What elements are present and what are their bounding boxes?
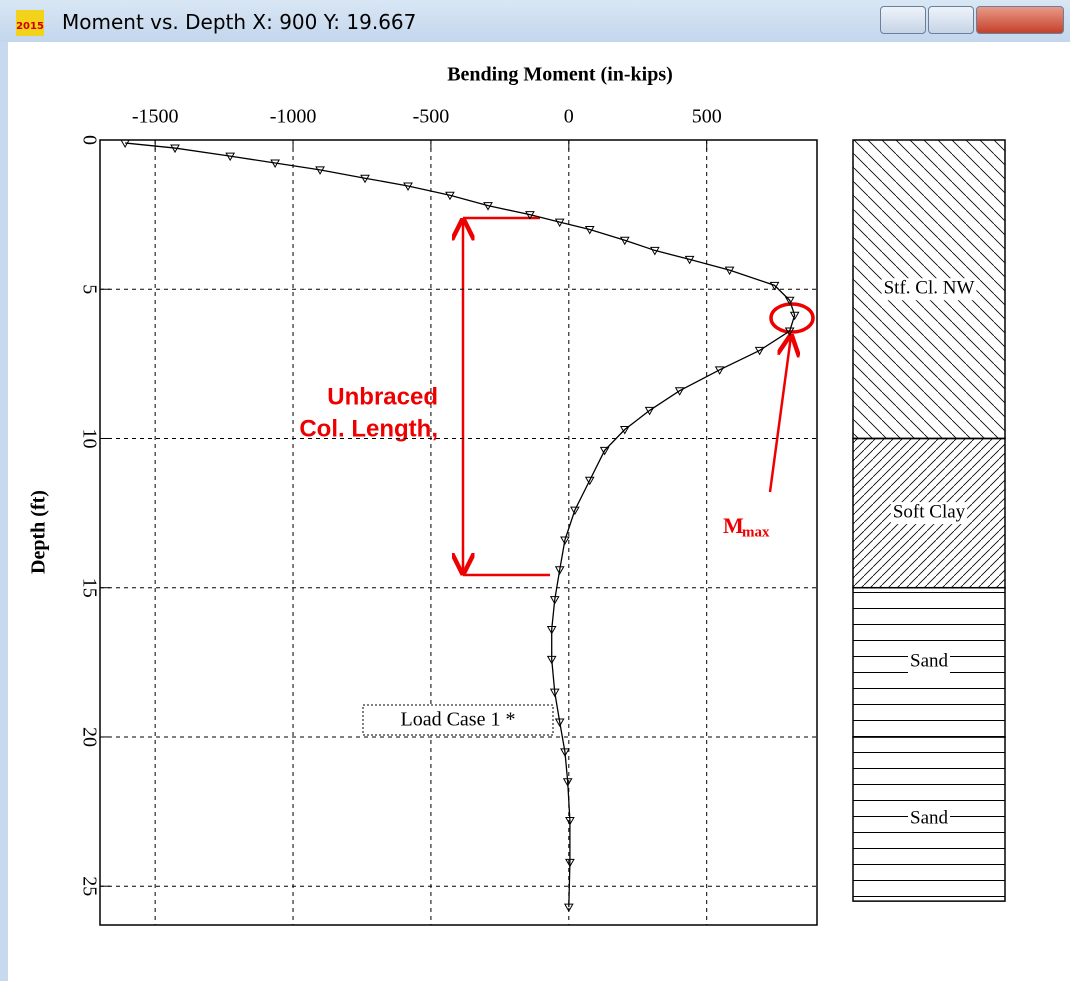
y-tick-label: 5 (78, 284, 100, 294)
close-button[interactable] (976, 6, 1064, 34)
data-marker (784, 296, 795, 306)
data-marker (560, 536, 570, 545)
data-marker (445, 191, 455, 201)
x-axis-title: Bending Moment (in-kips) (447, 64, 673, 86)
data-marker (549, 688, 560, 698)
annotation-subscript: max (742, 524, 770, 540)
soil-label-bg (890, 502, 968, 525)
y-tick-label: 0 (78, 135, 100, 145)
data-marker (619, 426, 630, 435)
data-marker (714, 366, 725, 375)
data-marker (554, 218, 565, 228)
data-marker (403, 182, 413, 191)
y-tick-label: 15 (78, 578, 100, 598)
data-marker (565, 817, 575, 826)
data-marker (563, 903, 574, 913)
data-marker (619, 236, 630, 246)
data-marker (584, 476, 595, 486)
soil-label: Sand (910, 807, 949, 828)
data-marker (560, 748, 570, 757)
y-tick-label: 20 (78, 727, 100, 747)
data-marker (120, 139, 130, 148)
data-marker (769, 281, 780, 291)
annotation-text: Col. Length, (299, 415, 438, 442)
data-marker (784, 327, 795, 337)
data-marker (789, 311, 800, 321)
annotation-text: M (723, 513, 744, 538)
y-tick-label: 25 (78, 876, 100, 896)
soil-label-bg (908, 651, 950, 674)
data-marker (649, 246, 660, 256)
soil-label: Soft Clay (893, 501, 966, 522)
x-tick-label: 0 (564, 106, 574, 128)
data-marker (270, 159, 280, 168)
maximize-button[interactable] (928, 6, 974, 34)
data-marker (724, 266, 735, 276)
x-tick-label: -500 (413, 106, 450, 128)
window-title: Moment vs. Depth X: 900 Y: 19.667 (62, 10, 417, 34)
data-marker (570, 506, 580, 516)
annotation-text: Unbraced (327, 383, 438, 410)
data-marker (549, 596, 560, 605)
soil-label-bg (881, 278, 977, 301)
data-marker (599, 446, 610, 456)
title-bar: 2015 Moment vs. Depth X: 900 Y: 19.667 (0, 0, 1070, 42)
data-marker (554, 566, 565, 575)
moment-curve (125, 142, 796, 908)
soil-label: Stf. Cl. NW (884, 278, 975, 299)
minimize-button[interactable] (880, 6, 926, 34)
data-marker (360, 174, 370, 184)
data-marker (584, 226, 595, 235)
x-tick-label: -1500 (132, 106, 179, 128)
data-marker (170, 144, 180, 154)
data-marker (644, 406, 655, 416)
soil-label-bg (908, 808, 950, 831)
data-marker (684, 255, 695, 265)
annotation-arrow (768, 336, 791, 493)
data-marker (546, 626, 557, 635)
x-tick-label: 500 (692, 106, 722, 128)
data-marker (554, 718, 565, 728)
legend-box (362, 704, 554, 736)
soil-label: Sand (910, 651, 949, 672)
data-marker (546, 655, 557, 665)
y-tick-label: 10 (78, 428, 100, 448)
data-marker (525, 211, 535, 220)
data-marker (754, 346, 765, 356)
data-marker (483, 202, 493, 211)
app-icon: 2015 (16, 10, 44, 36)
data-marker (225, 152, 236, 162)
plot-frame (99, 139, 818, 926)
data-marker (674, 387, 685, 396)
data-marker (565, 858, 575, 868)
data-marker (315, 166, 325, 175)
x-tick-label: -1000 (270, 106, 317, 128)
y-axis-title: Depth (ft) (28, 490, 50, 574)
data-marker (562, 778, 573, 787)
legend-entry: Load Case 1 * (401, 709, 516, 731)
